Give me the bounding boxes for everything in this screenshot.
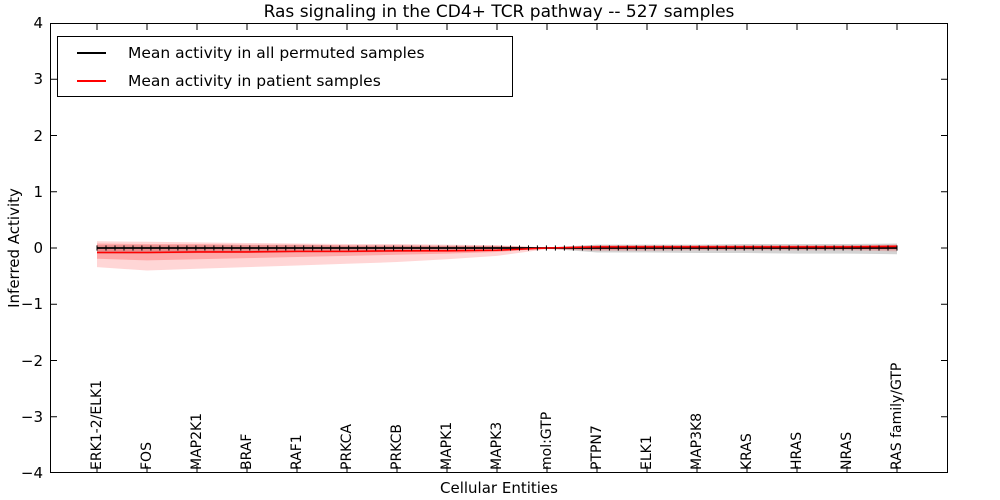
axes-frame [50, 23, 948, 473]
legend-line-swatch [77, 79, 106, 82]
x-tick-label: RAS family/GTP [889, 362, 905, 470]
x-tick-label: MAP2K1 [189, 412, 205, 470]
x-tick-label: PRKCA [339, 424, 355, 470]
y-tick-label: −3 [20, 407, 43, 426]
y-tick-label: 3 [33, 70, 43, 89]
chart-title: Ras signaling in the CD4+ TCR pathway --… [263, 2, 735, 22]
x-tick-label: FOS [139, 442, 155, 470]
confidence-bands [97, 241, 897, 271]
x-tick-label: KRAS [739, 433, 755, 470]
legend-box: Mean activity in all permuted samples Mea… [57, 36, 513, 97]
errorbar-markers [96, 245, 898, 251]
x-tick-label: HRAS [789, 431, 805, 470]
y-tick-label: −4 [20, 464, 43, 482]
x-tick-label: NRAS [839, 431, 855, 470]
legend-entry: Mean activity in patient samples [58, 67, 512, 95]
x-tick-label: PRKCB [389, 424, 405, 470]
x-tick-label: MAPK1 [439, 421, 455, 470]
legend-entry-label: Mean activity in patient samples [128, 71, 381, 90]
x-tick-label: BRAF [239, 433, 255, 470]
legend-line-swatch [77, 51, 106, 54]
series-line-1 [97, 245, 898, 254]
x-tick-label: ERK1-2/ELK1 [89, 379, 105, 470]
y-tick-label: −1 [20, 295, 43, 314]
y-tick-label: 4 [33, 14, 43, 32]
y-tick-label: −2 [20, 351, 43, 370]
y-tick-label: 2 [33, 126, 43, 145]
series-lines [97, 245, 898, 254]
legend-entry: Mean activity in all permuted samples [58, 39, 512, 67]
x-tick-label: PTPN7 [589, 425, 605, 470]
plot-area [50, 23, 948, 473]
x-tick-label: mol:GTP [539, 411, 555, 470]
legend-entry-label: Mean activity in all permuted samples [128, 43, 425, 62]
x-axis-label: Cellular Entities [440, 479, 558, 497]
x-tick-label: MAPK3 [489, 421, 505, 470]
x-tick-label: ELK1 [639, 435, 655, 470]
x-tick-label: MAP3K8 [689, 412, 705, 470]
x-tick-label: RAF1 [289, 434, 305, 470]
y-tick-label: 0 [33, 239, 43, 257]
y-tick-label: 1 [33, 182, 43, 201]
axis-ticks [50, 23, 948, 473]
